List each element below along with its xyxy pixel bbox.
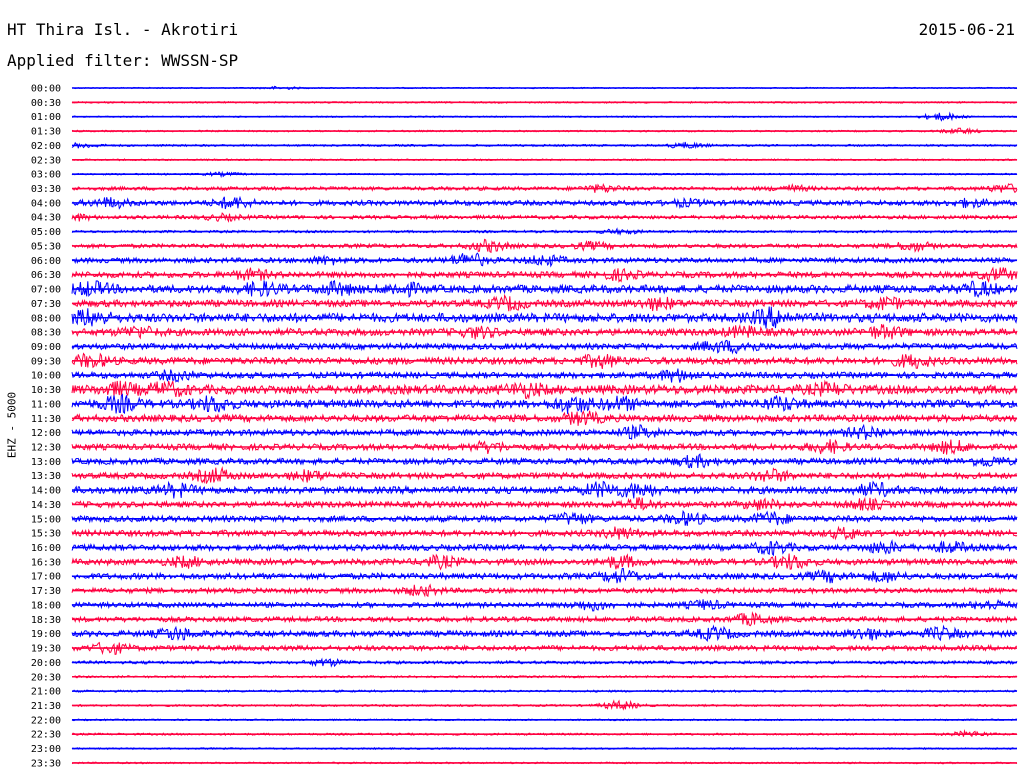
seismic-trace-1500: [71, 509, 1018, 526]
time-tick-label: 17:00: [31, 572, 61, 583]
time-tick-label: 21:30: [31, 701, 61, 712]
time-tick-label: 02:00: [31, 141, 61, 152]
time-tick-label: 08:30: [31, 328, 61, 339]
time-tick-label: 11:00: [31, 399, 61, 410]
time-tick-label: 20:00: [31, 658, 61, 669]
time-tick-label: 01:30: [31, 127, 61, 138]
time-tick-label: 15:00: [31, 514, 61, 525]
time-tick-label: 12:00: [31, 428, 61, 439]
time-tick-label: 17:30: [31, 586, 61, 597]
seismic-trace-0400: [71, 195, 1018, 210]
time-tick-label: 00:30: [31, 98, 61, 109]
time-tick-label: 09:00: [31, 342, 61, 353]
time-tick-label: 05:00: [31, 227, 61, 238]
time-tick-label: 22:30: [31, 730, 61, 741]
time-tick-label: 14:00: [31, 486, 61, 497]
time-tick-label: 14:30: [31, 500, 61, 511]
time-tick-label: 18:30: [31, 615, 61, 626]
time-tick-label: 16:30: [31, 557, 61, 568]
time-tick-label: 21:00: [31, 687, 61, 698]
time-tick-label: 00:00: [31, 84, 61, 95]
time-tick-label: 01:00: [31, 112, 61, 123]
time-tick-label: 22:00: [31, 715, 61, 726]
seismic-trace-1200: [71, 423, 1018, 440]
seismic-trace-0700: [71, 280, 1018, 299]
filter-label: Applied filter: WWSSN-SP: [7, 51, 239, 70]
time-tick-label: 23:30: [31, 758, 61, 769]
time-tick-label: 07:00: [31, 285, 61, 296]
time-tick-label: 18:00: [31, 600, 61, 611]
time-tick-label: 03:30: [31, 184, 61, 195]
seismic-trace-0430: [71, 212, 1018, 223]
time-tick-label: 03:00: [31, 170, 61, 181]
time-tick-label: 09:30: [31, 356, 61, 367]
time-tick-label: 04:30: [31, 213, 61, 224]
time-tick-label: 02:30: [31, 155, 61, 166]
time-tick-label: 20:30: [31, 672, 61, 683]
seismic-trace-1030: [71, 379, 1018, 400]
seismic-trace-0800: [71, 306, 1018, 329]
time-tick-label: 11:30: [31, 414, 61, 425]
time-tick-label: 23:00: [31, 744, 61, 755]
time-tick-label: 19:30: [31, 644, 61, 655]
time-tick-label: 19:00: [31, 629, 61, 640]
time-tick-label: 08:00: [31, 313, 61, 324]
time-tick-label: 06:00: [31, 256, 61, 267]
time-tick-label: 10:30: [31, 385, 61, 396]
time-tick-label: 07:30: [31, 299, 61, 310]
date-label: 2015-06-21: [918, 20, 1015, 39]
time-tick-label: 16:00: [31, 543, 61, 554]
time-tick-label: 13:30: [31, 471, 61, 482]
time-tick-label: 06:30: [31, 270, 61, 281]
time-tick-label: 10:00: [31, 371, 61, 382]
station-title: HT Thira Isl. - Akrotiri: [7, 20, 239, 39]
time-tick-label: 12:30: [31, 443, 61, 454]
time-tick-label: 15:30: [31, 529, 61, 540]
time-tick-label: 05:30: [31, 241, 61, 252]
seismic-trace-1400: [71, 480, 1018, 499]
seismic-trace-0930: [71, 352, 1018, 369]
time-tick-label: 04:00: [31, 198, 61, 209]
time-tick-label: 13:00: [31, 457, 61, 468]
